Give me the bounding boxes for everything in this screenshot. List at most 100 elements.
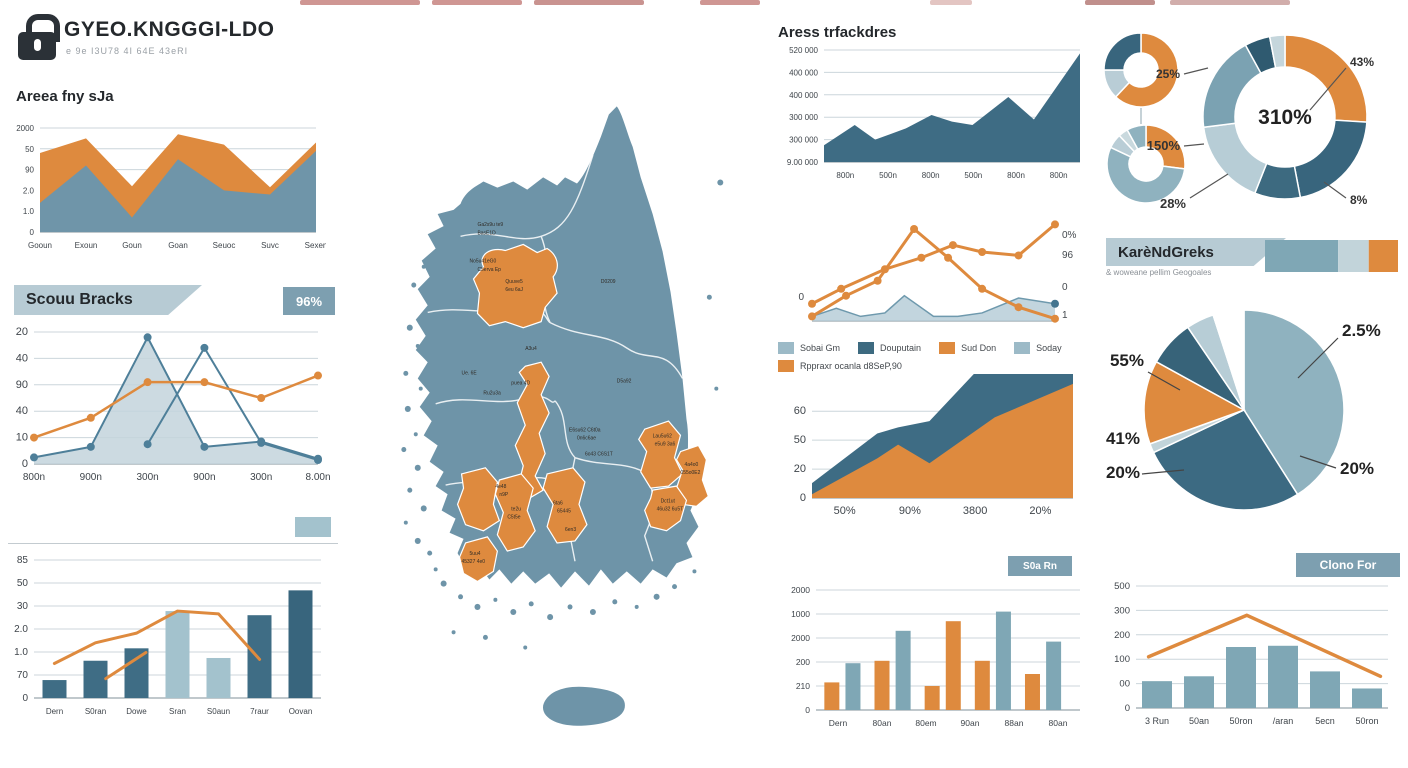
karend-title: KarèNdGreks (1118, 243, 1214, 261)
legend-label: Douputain (880, 343, 922, 353)
divider-line (8, 543, 338, 544)
legend-label: Sud Don (961, 343, 997, 353)
bar-chart-left-bottom: 85 50 30 2.0 1.0 70 0 Dern S0ran Dowe Sran S0aun 7ra… (14, 555, 321, 716)
svg-text:1: 1 (1062, 310, 1068, 321)
map-label: No5u41eG0 (470, 259, 497, 265)
area-chart-left-top: 2000 50 90 2.0 1.0 0 Gooun Exoun Goun Goan Seuoc Su… (16, 124, 326, 250)
map-label: 6en3 (565, 527, 576, 533)
svg-text:100: 100 (1114, 654, 1130, 665)
svg-text:Gooun: Gooun (28, 241, 52, 250)
highlighted-region (472, 243, 558, 329)
pie-chart-right: 55% 41% 20% 2.5% 20% (1106, 309, 1381, 511)
svg-text:3 Run: 3 Run (1145, 716, 1169, 726)
highlighted-region (644, 485, 688, 532)
legend-swatch (858, 342, 875, 354)
south-korea-map: Ga2s9u te9 BasE1D No5u41eG0 C5erva Ep Quuve5… (401, 106, 724, 726)
legend-item: Douputain (858, 342, 921, 354)
legend-swatch (778, 360, 794, 372)
svg-text:50: 50 (794, 434, 806, 446)
svg-text:1.0: 1.0 (23, 207, 35, 216)
clipped-text-fragment (534, 0, 644, 5)
svg-text:85: 85 (17, 555, 29, 566)
donut-charts-right: 25% 150% 28% 43% 8% 310% (1103, 32, 1374, 211)
legend-label: Sobai Gm (800, 343, 841, 353)
svg-text:1.0: 1.0 (14, 647, 28, 658)
svg-text:8%: 8% (1350, 193, 1368, 207)
map-label: C5t5e (507, 515, 520, 521)
legend-swatch (778, 342, 794, 354)
clipped-text-fragment (930, 0, 972, 5)
svg-text:50: 50 (25, 145, 34, 154)
map-label: 4e48 (495, 484, 506, 490)
legend-item: Sud Don (939, 342, 996, 354)
svg-text:90: 90 (16, 379, 28, 391)
highlighted-region (514, 361, 550, 499)
legend-item: Soday (1014, 342, 1062, 354)
map-label: e5u9 3a6 (655, 441, 676, 447)
svg-text:20%: 20% (1106, 463, 1140, 482)
karend-header-plate: KarèNdGreks (1106, 238, 1286, 266)
svg-text:1000: 1000 (791, 609, 810, 619)
svg-text:S0aun: S0aun (207, 707, 230, 716)
map-label: Ru2u3a (483, 391, 501, 397)
svg-text:0: 0 (800, 492, 806, 504)
svg-text:300n: 300n (136, 472, 158, 483)
page-subtitle: e 9e I3U78 4I 64E 43eRI (66, 46, 189, 56)
svg-text:Sexen: Sexen (305, 241, 326, 250)
svg-text:Goun: Goun (122, 241, 142, 250)
map-mainland (415, 106, 699, 588)
svg-text:Oovan: Oovan (289, 707, 313, 716)
map-label: E6su62 C6t0a (569, 427, 601, 433)
highlighted-region (456, 467, 501, 532)
stacked-horizontal-bar (1265, 240, 1398, 272)
svg-text:60: 60 (794, 405, 806, 417)
clipped-text-fragment (1170, 0, 1290, 5)
svg-text:2000: 2000 (791, 585, 810, 595)
map-label: Ue. 6E (462, 370, 478, 376)
svg-text:Suvc: Suvc (261, 241, 279, 250)
svg-text:200: 200 (1114, 630, 1130, 641)
svg-text:0: 0 (805, 705, 810, 715)
svg-text:2000: 2000 (16, 124, 34, 133)
lock-icon (18, 14, 60, 60)
svg-text:400 000: 400 000 (789, 91, 818, 100)
clipped-text-fragment (700, 0, 760, 5)
line-chart-left-mid: 20 40 90 40 10 0 800n 900n 300n 900n 300n 8.00n (16, 326, 331, 483)
svg-text:5ecn: 5ecn (1315, 716, 1335, 726)
svg-text:900n: 900n (80, 472, 102, 483)
svg-text:50%: 50% (834, 505, 856, 517)
svg-text:9.00 000: 9.00 000 (787, 158, 819, 167)
map-label: puea 4D (511, 381, 530, 387)
svg-text:2000: 2000 (791, 633, 810, 643)
map-label: 5uu4 (470, 551, 481, 557)
svg-text:300 000: 300 000 (789, 113, 818, 122)
svg-text:80an: 80an (1049, 718, 1068, 728)
svg-text:20: 20 (794, 463, 806, 475)
svg-text:800n: 800n (922, 171, 940, 180)
svg-text:210: 210 (796, 681, 810, 691)
svg-text:400 000: 400 000 (789, 68, 818, 77)
map-label: 0n6c6ae (577, 435, 596, 441)
karend-subtitle: & woweane pellim Geogoales (1106, 268, 1212, 277)
svg-text:8.00n: 8.00n (305, 472, 330, 483)
highlighted-region (458, 536, 499, 583)
map-label: D0209 (601, 279, 616, 285)
grouped-bar-chart-middle: 2000 1000 2000 200 210 0 Dern 80an 80em 90an 88an 8… (791, 585, 1080, 728)
svg-text:900n: 900n (193, 472, 215, 483)
svg-text:90an: 90an (961, 718, 980, 728)
svg-text:20%: 20% (1340, 459, 1374, 478)
svg-text:90%: 90% (899, 505, 921, 517)
map-label: 055o0E2 (680, 470, 700, 476)
map-label: Quuve5 (505, 279, 523, 285)
svg-text:50ron: 50ron (1355, 716, 1378, 726)
legend-item: Rppraxr ocanla d8SeP,90 (778, 360, 902, 372)
svg-text:2.0: 2.0 (14, 624, 28, 635)
svg-text:800n: 800n (23, 472, 45, 483)
svg-text:50an: 50an (1189, 716, 1209, 726)
svg-text:500n: 500n (964, 171, 982, 180)
map-label: 65445 (557, 508, 571, 514)
svg-text:3800: 3800 (963, 505, 987, 517)
map-jeju-island (542, 686, 625, 726)
map-label: D5a92 (617, 378, 632, 384)
